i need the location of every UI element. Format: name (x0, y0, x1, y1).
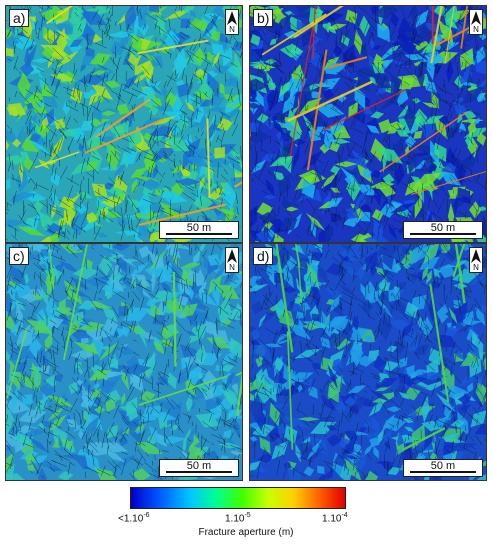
scale-bar-label: 50 m (186, 460, 212, 472)
panel-label-c: c) (9, 247, 29, 265)
panel-label-a: a) (9, 9, 30, 27)
colorbar-title: Fracture aperture (m) (198, 527, 294, 538)
north-arrow-icon: N (469, 9, 483, 35)
scale-bar: 50 m (403, 221, 483, 239)
colorbar-tick-max: 1.10-4 (322, 512, 348, 525)
scale-bar-label: 50 m (430, 222, 456, 234)
panel-b: b) N 50 m (249, 5, 487, 243)
north-arrow-icon: N (225, 247, 239, 273)
north-arrow-icon: N (469, 247, 483, 273)
north-label: N (473, 263, 479, 272)
colorbar-tick-mid: 1.10-5 (225, 512, 251, 525)
scale-bar-label: 50 m (430, 460, 456, 472)
panel-label-b: b) (253, 9, 274, 27)
colorbar-tick-min: <1.10-6 (118, 512, 150, 525)
north-label: N (229, 263, 235, 272)
north-arrow-icon: N (225, 9, 239, 35)
aperture-colorbar (130, 487, 346, 509)
panel-a: a) N 50 m (5, 5, 243, 243)
north-label: N (229, 25, 235, 34)
fracture-map-c (6, 244, 242, 480)
panel-c: c) N 50 m (5, 243, 243, 481)
scale-bar: 50 m (403, 459, 483, 477)
north-label: N (473, 25, 479, 34)
scale-bar-label: 50 m (186, 222, 212, 234)
panel-label-d: d) (253, 247, 274, 265)
scale-bar: 50 m (159, 459, 239, 477)
scale-bar: 50 m (159, 221, 239, 239)
fracture-map-a (6, 6, 242, 242)
panel-d: d) N 50 m (249, 243, 487, 481)
fracture-map-b (250, 6, 486, 242)
fracture-map-d (250, 244, 486, 480)
